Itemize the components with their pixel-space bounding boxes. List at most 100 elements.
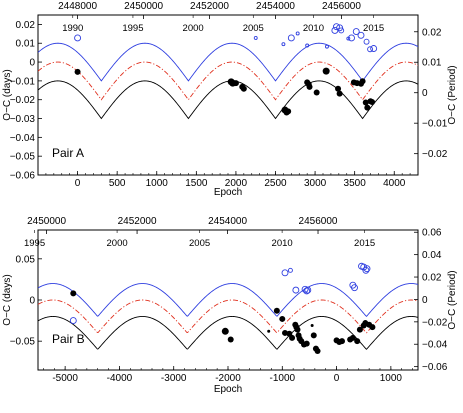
top-year-label: 2015 (363, 23, 384, 34)
series-black-point (70, 290, 76, 296)
series-blue-point (371, 46, 377, 52)
y-right-axis-label: O−C (Period) (447, 270, 458, 329)
y-right-tick-label: 0.02 (422, 27, 442, 38)
series-black-point (285, 108, 291, 114)
series-black-point (294, 327, 300, 333)
series-blue-point (282, 43, 285, 46)
x-tick-label: 1000 (146, 178, 169, 189)
series-blue-model-curve (38, 284, 418, 317)
panel-pair-b: -5000 -4000 -3000 -2000 -1000 0 1000 Epoch −0.05… (0, 216, 458, 395)
panel-pair-a: 0 500 1000 1500 2000 2500 3000 3500 4000 Epoch −0.… (2, 1, 458, 198)
top-jd-label: 2448000 (58, 1, 97, 12)
series-black-point (267, 330, 270, 333)
y-right-tick-label: −0.02 (422, 317, 448, 328)
top-jd-label: 2456000 (299, 216, 338, 227)
y-right-tick-label: 0 (422, 88, 428, 99)
y-right-tick-label: 0.02 (422, 273, 442, 284)
y-tick-label: 0.01 (16, 39, 36, 50)
x-tick-label: 3000 (304, 178, 327, 189)
y-tick-label: −0.06 (10, 171, 36, 182)
top-year-label: 2015 (354, 238, 375, 249)
series-black-point (337, 91, 343, 97)
series-blue-point (296, 32, 299, 35)
top-jd-label: 2450000 (124, 1, 163, 12)
series-blue-point (254, 36, 257, 39)
y-tick-label: −0.05 (10, 152, 36, 163)
plot-area (38, 24, 418, 119)
top-year-label: 2005 (243, 23, 264, 34)
series-black-point (75, 69, 81, 75)
x-tick-label: -2000 (215, 373, 241, 384)
x-tick-label: 0 (334, 373, 340, 384)
x-tick-label: 500 (109, 178, 126, 189)
top-year-label: 1995 (24, 238, 45, 249)
x-tick-label: 4000 (383, 178, 406, 189)
top-jd-label: 2454000 (256, 1, 295, 12)
y-right-tick-label: 0.06 (422, 228, 442, 239)
series-black-point (228, 337, 234, 343)
series-blue-point (288, 268, 292, 272)
series-blue-point (358, 32, 364, 38)
x-tick-label: 1000 (380, 373, 403, 384)
x-tick-label: 0 (75, 178, 81, 189)
series-black-point (360, 78, 366, 84)
top-year-label: 2010 (303, 23, 324, 34)
y-tick-label: −0.04 (10, 133, 36, 144)
series-blue-point (282, 270, 288, 276)
x-tick-label: 2500 (264, 178, 287, 189)
series-black-point (315, 348, 321, 354)
y-right-tick-label: 0 (422, 295, 428, 306)
series-black-point (369, 99, 375, 105)
series-blue-point (293, 287, 299, 293)
top-jd-label: 2452000 (190, 1, 229, 12)
top-year-label: 2000 (107, 238, 128, 249)
y-tick-label: −0.05 (10, 337, 36, 348)
series-black-point (307, 84, 313, 90)
x-tick-label: -4000 (107, 373, 133, 384)
top-jd-label: 2456000 (322, 1, 361, 12)
top-jd-label: 2450000 (27, 216, 66, 227)
x-tick-label: 1500 (185, 178, 208, 189)
x-axis-label: Epoch (214, 384, 242, 395)
series-black-point (289, 335, 295, 341)
y-right-axis-label: O−C (Period) (447, 65, 458, 124)
x-tick-label: 3500 (344, 178, 367, 189)
series-black-point (279, 316, 285, 322)
y-tick-label: 0 (29, 296, 35, 307)
series-black-point (354, 338, 360, 344)
series-black-point (233, 80, 239, 86)
y-right-tick-label: −0.04 (422, 340, 448, 351)
series-black-point (323, 68, 330, 75)
series-black-point (304, 341, 310, 347)
series-black-point (241, 86, 247, 92)
top-jd-label: 2452000 (118, 216, 157, 227)
y-right-tick-label: −0.06 (422, 362, 448, 373)
plot-area (38, 263, 418, 354)
y-right-tick-label: 0.04 (422, 250, 442, 261)
top-jd-label: 2454000 (208, 216, 247, 227)
plot-frame (38, 230, 418, 370)
series-black-point (222, 328, 229, 335)
y-axis-label: O−C (days) (2, 274, 13, 325)
y-right-tick-label: 0.01 (422, 58, 442, 69)
series-black-point (369, 324, 375, 330)
x-tick-label: -5000 (52, 373, 78, 384)
series-black-point (339, 338, 345, 344)
y-tick-label: 0.05 (16, 254, 36, 265)
y-right-tick-label: −0.02 (422, 149, 448, 160)
x-axis-label: Epoch (214, 187, 242, 198)
series-blue-point (75, 35, 81, 41)
series-blue-point (325, 45, 328, 48)
panel-label: Pair B (52, 332, 85, 346)
y-tick-label: −0.02 (10, 95, 36, 106)
series-black-point (364, 105, 370, 111)
top-year-label: 2010 (272, 238, 293, 249)
series-black-point (274, 308, 280, 314)
y-tick-label: −0.03 (10, 114, 36, 125)
top-year-label: 2005 (189, 238, 210, 249)
top-year-label: 1990 (62, 23, 83, 34)
y-tick-label: −0.01 (10, 76, 36, 87)
y-right-tick-label: −0.01 (422, 119, 448, 130)
y-tick-label: 0 (29, 58, 35, 69)
